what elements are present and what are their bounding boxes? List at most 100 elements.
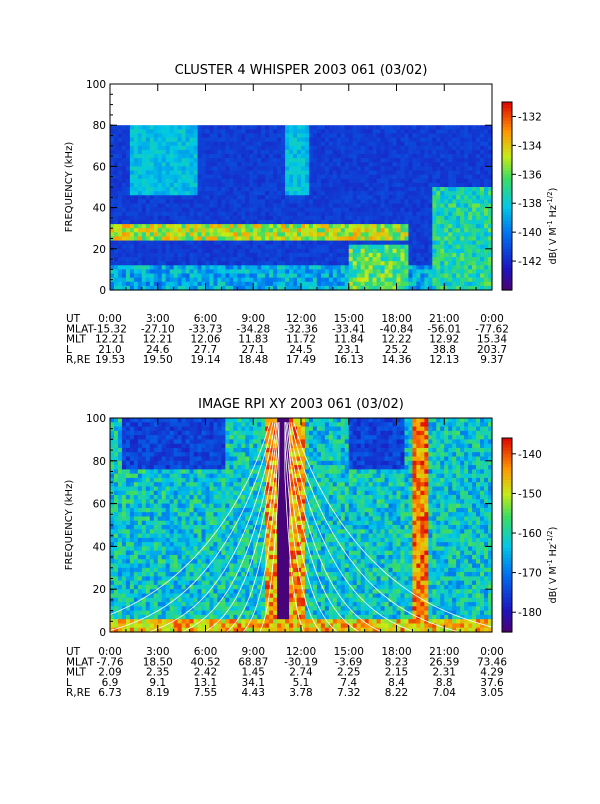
heatmap-cell [249,232,254,237]
heatmap-cell [444,162,449,167]
heatmap-cell [221,208,226,213]
heatmap-cell [373,228,378,233]
heatmap-cell [114,512,119,517]
heatmap-cell [377,195,382,200]
heatmap-cell [349,179,354,184]
heatmap-cell [389,249,394,254]
heatmap-cell [253,228,258,233]
heatmap-cell [321,146,326,151]
heatmap-cell [373,175,378,180]
heatmap-cell [468,265,473,270]
heatmap-cell [217,162,222,167]
heatmap-cell [142,241,147,246]
heatmap-cell [142,461,147,466]
heatmap-cell [436,228,441,233]
heatmap-cell [412,249,417,254]
heatmap-cell [452,249,457,254]
heatmap-cell [452,158,457,163]
heatmap-cell [118,529,123,534]
heatmap-cell [373,199,378,204]
heatmap-cell [110,461,115,466]
heatmap-cell [416,203,421,208]
heatmap-cell [416,249,421,254]
heatmap-cell [377,282,382,287]
heatmap-cell [182,162,187,167]
heatmap-cell [408,220,413,225]
heatmap-cell [118,175,123,180]
heatmap-cell [440,203,445,208]
heatmap-cell [377,241,382,246]
heatmap-cell [385,129,390,134]
heatmap-cell [297,138,302,143]
heatmap-cell [357,125,362,130]
heatmap-cell [416,208,421,213]
heatmap-cell [377,129,382,134]
heatmap-cell [233,133,238,138]
heatmap-cell [484,142,489,147]
heatmap-cell [301,249,306,254]
heatmap-cell [408,249,413,254]
heatmap-cell [150,125,155,130]
heatmap-cell [341,203,346,208]
heatmap-cell [194,138,199,143]
heatmap-cell [293,212,298,217]
heatmap-cell [174,529,179,534]
heatmap-cell [194,133,199,138]
heatmap-cell [309,175,314,180]
heatmap-cell [170,478,175,483]
heatmap-cell [182,427,187,432]
heatmap-cell [381,257,386,262]
heatmap-cell [178,534,183,539]
colorbar-tick-label: -140 [518,227,542,239]
heatmap-cell [273,138,278,143]
heatmap-cell [408,191,413,196]
heatmap-cell [134,615,139,620]
heatmap-cell [253,261,258,266]
heatmap-cell [158,150,163,155]
heatmap-cell [341,265,346,270]
heatmap-cell [118,158,123,163]
heatmap-cell [241,133,246,138]
heatmap-cell [269,195,274,200]
heatmap-cell [202,274,207,279]
heatmap-cell [178,525,183,530]
heatmap-cell [389,158,394,163]
heatmap-cell [369,150,374,155]
heatmap-cell [178,142,183,147]
heatmap-cell [190,187,195,192]
heatmap-cell [198,261,203,266]
heatmap-cell [432,158,437,163]
heatmap-cell [321,195,326,200]
heatmap-cell [341,220,346,225]
heatmap-cell [293,187,298,192]
heatmap-cell [146,564,151,569]
heatmap-cell [349,278,354,283]
heatmap-cell [217,195,222,200]
heatmap-cell [393,245,398,250]
heatmap-cell [114,265,119,270]
heatmap-cell [309,138,314,143]
heatmap-cell [440,212,445,217]
heatmap-cell [126,461,131,466]
heatmap-cell [424,278,429,283]
heatmap-cell [448,278,453,283]
heatmap-cell [293,158,298,163]
heatmap-cell [158,457,163,462]
heatmap-cell [424,269,429,274]
heatmap-cell [468,142,473,147]
heatmap-cell [134,491,139,496]
heatmap-cell [142,508,147,513]
heatmap-cell [369,191,374,196]
heatmap-cell [174,195,179,200]
heatmap-cell [186,282,191,287]
heatmap-cell [393,274,398,279]
heatmap-cell [480,133,485,138]
heatmap-cell [198,232,203,237]
heatmap-cell [373,265,378,270]
heatmap-cell [198,257,203,262]
heatmap-cell [162,551,167,556]
heatmap-cell [122,551,127,556]
heatmap-cell [476,208,481,213]
heatmap-cell [289,199,294,204]
heatmap-cell [154,491,159,496]
